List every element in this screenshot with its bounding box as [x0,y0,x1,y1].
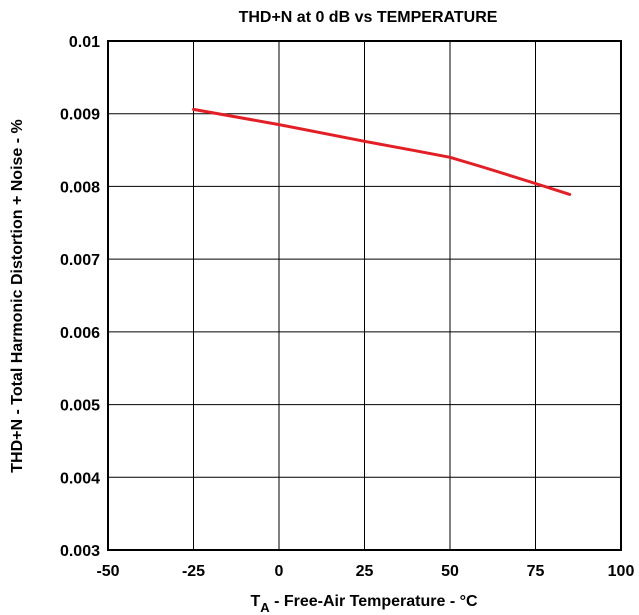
y-tick-labels: 0.003 0.004 0.005 0.006 0.007 0.008 0.009 0.01 [60,34,100,560]
series-line [192,107,572,196]
x-tick-labels: -50 -25 0 25 50 75 100 [96,563,634,580]
x-axis-label-rest: - Free-Air Temperature - °C [270,593,478,610]
y-tick-label: 0.004 [60,470,100,487]
x-tick-label: -50 [96,563,119,580]
series-layer [192,107,572,196]
grid [108,41,621,550]
chart-title: THD+N at 0 dB vs TEMPERATURE [239,9,498,26]
x-tick-label: 25 [356,563,374,580]
y-axis-label: THD+N - Total Harmonic Distortion + Nois… [9,119,26,473]
x-tick-label: 75 [527,563,545,580]
x-axis-label-subscript: A [260,600,270,615]
y-tick-label: 0.003 [60,543,100,560]
y-tick-label: 0.008 [60,179,100,196]
x-tick-label: 100 [608,563,635,580]
y-tick-label: 0.01 [69,34,100,51]
y-tick-label: 0.005 [60,398,100,415]
y-tick-label: 0.009 [60,107,100,124]
y-tick-label: 0.007 [60,252,100,269]
x-tick-label: 0 [275,563,284,580]
x-axis-label: TA - Free-Air Temperature - °C [250,593,478,615]
y-tick-label: 0.006 [60,325,100,342]
plot-frame [107,40,622,551]
x-tick-label: -25 [182,563,205,580]
x-tick-label: 50 [441,563,459,580]
x-axis-label-main: T [250,593,260,610]
